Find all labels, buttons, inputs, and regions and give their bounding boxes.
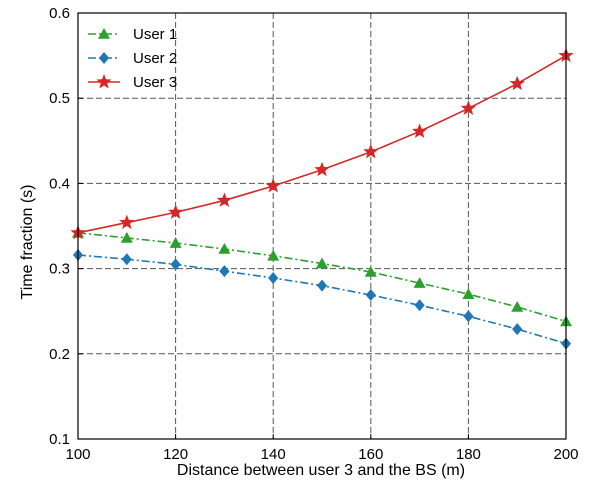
data-point [265, 177, 281, 193]
data-point [268, 271, 279, 284]
data-point [216, 192, 233, 207]
legend-label: User 1 [133, 26, 177, 43]
legend-item: User 1 [88, 26, 177, 43]
data-point [120, 231, 133, 243]
series-lines [70, 47, 574, 350]
data-point [169, 237, 182, 248]
x-tick-label: 100 [65, 446, 90, 463]
y-tick-label: 0.4 [49, 175, 70, 192]
x-tick-label: 160 [358, 446, 383, 463]
y-tick-label: 0.2 [49, 346, 70, 363]
legend-marker [96, 74, 112, 89]
data-point [363, 143, 379, 159]
legend-item: User 2 [88, 50, 177, 67]
data-point [218, 243, 231, 254]
series-line [77, 232, 567, 323]
x-axis-label: Distance between user 3 and the BS (m) [177, 462, 465, 479]
data-point [219, 265, 230, 278]
x-tick-label: 140 [261, 446, 286, 463]
y-tick-label: 0.5 [49, 90, 70, 107]
plot-frame [77, 12, 567, 440]
data-point [364, 266, 377, 277]
data-point [267, 249, 280, 261]
data-point [411, 123, 428, 138]
x-tick-label: 120 [163, 446, 188, 463]
data-point [463, 310, 474, 323]
legend-marker [98, 28, 110, 39]
data-point [512, 323, 523, 336]
data-point [460, 100, 477, 115]
y-tick-label: 0.1 [49, 431, 70, 448]
legend: User 1 User 2 User 3 [88, 26, 177, 91]
x-tick-label: 180 [456, 446, 481, 463]
data-point [316, 257, 328, 269]
data-point [167, 204, 184, 219]
data-point [365, 289, 376, 302]
series-2 [72, 248, 572, 350]
y-tick-label: 0.3 [49, 261, 70, 278]
series-1 [72, 226, 572, 327]
y-axis-label: Time fraction (s) [19, 185, 36, 300]
data-point [119, 214, 135, 230]
legend-marker [98, 52, 110, 64]
legend-item: User 3 [88, 74, 177, 91]
data-point [316, 279, 328, 292]
data-point [170, 258, 181, 271]
data-point [314, 161, 330, 177]
data-point [509, 75, 525, 91]
data-point [462, 288, 475, 299]
legend-label: User 2 [133, 50, 177, 67]
y-tick-label: 0.6 [49, 5, 70, 22]
axis-ticks: 100 120 140 160 180 200 0.1 0.2 0.3 0.4 0.5 0.6 [49, 5, 578, 463]
data-point [413, 277, 426, 288]
x-tick-label: 200 [553, 446, 578, 463]
legend-label: User 3 [133, 74, 177, 91]
data-point [121, 253, 132, 266]
data-point [414, 299, 425, 312]
data-point [511, 300, 524, 312]
